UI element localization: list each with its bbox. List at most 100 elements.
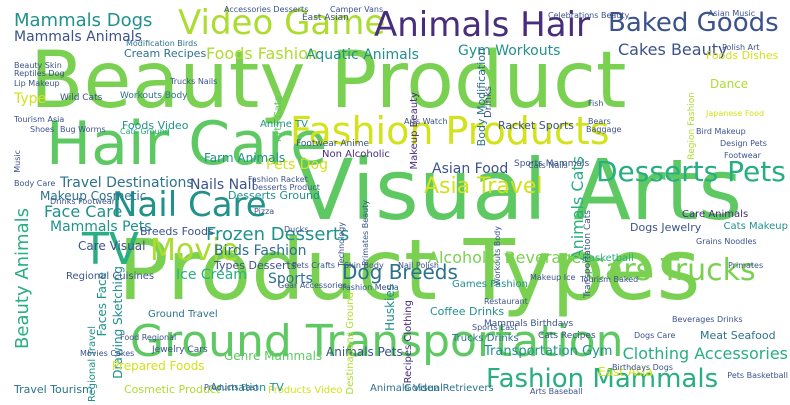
word-foods-fashion: Foods Fashion <box>206 44 319 63</box>
word-care-animals: Care Animals <box>682 209 749 220</box>
word-beauty-animals: Beauty Animals <box>12 208 33 349</box>
word-asian-food: Asian Food <box>432 161 509 177</box>
word-products-east: Products East <box>204 383 259 392</box>
word-desserts-ground: Desserts Ground <box>228 189 320 202</box>
word-cats-makeup: Cats Makeup <box>723 221 788 232</box>
word-sports-east: Sports East <box>472 323 518 332</box>
word-animals-visual: Animals Visual <box>370 383 443 394</box>
word-gym-workouts: Gym Workouts <box>458 43 561 59</box>
word-design-pets: Design Pets <box>720 139 767 148</box>
word-cats-recipes: Cats Recipes <box>538 331 596 341</box>
word-products-video: Products Video <box>268 385 343 396</box>
word-trucks-nails: Trucks Nails <box>170 77 218 86</box>
word-region-fashion: Region Fashion <box>687 92 697 160</box>
word-coffee-drinks: Coffee Drinks <box>430 305 505 318</box>
word-hair-care: Hair Care <box>46 109 328 179</box>
word-face-care: Face Care <box>44 202 123 221</box>
word-pets-dog: Pets Dog <box>266 157 329 173</box>
word-beauty-skin: Beauty Skin <box>14 61 62 70</box>
word-type: Type <box>14 91 47 107</box>
word-travel-destinations: Travel Destinations <box>60 175 194 191</box>
word-primates-beauty: Primates Beauty <box>361 200 370 266</box>
word-makeup-beauty: Makeup Beauty <box>409 92 420 170</box>
word-sports-mammals: Sports Mammals <box>514 159 590 169</box>
word-ice-cream: Ice Cream <box>176 267 247 283</box>
word-food-regional: Food Regional <box>120 333 177 342</box>
word-desserts-product: Desserts Product <box>252 183 320 192</box>
word-animals-pets: Animals Pets <box>326 345 403 359</box>
word-tv: TV <box>82 224 139 275</box>
word-anime-tv: Anime TV <box>260 119 308 130</box>
word-arts-watch: Arts Watch <box>404 117 448 126</box>
word-grains-noodles: Grains Noodles <box>696 237 757 246</box>
word-cakes-beauty: Cakes Beauty <box>618 40 728 59</box>
word-east-asia: East Asia <box>598 365 653 379</box>
word-types-desserts: Types Desserts <box>214 259 297 272</box>
word-jewelry-cars: Jewelry Cars <box>152 345 208 355</box>
word-bears: Bears <box>588 117 611 126</box>
word-celebrations-beauty: Celebrations Beauty <box>548 11 630 20</box>
word-skin-body: Skin Body <box>344 261 384 270</box>
word-transportation-gym: Transportation Gym <box>484 344 613 359</box>
word-dance: Dance <box>710 77 749 91</box>
word-nail-polish: Nail Polish <box>398 261 439 270</box>
word-racket-sports: Racket Sports <box>498 119 575 132</box>
word-nail-care: Nail Care <box>112 185 267 225</box>
word-nails-nail: Nails Nail <box>190 177 256 193</box>
word-arts-baseball: Arts Baseball <box>530 387 583 396</box>
word-mammals-animals: Mammals Animals <box>14 29 142 45</box>
word-mammals-dogs: Mammals Dogs <box>14 10 153 31</box>
word-birthdays-dogs: Birthdays Dogs <box>612 363 673 372</box>
word-fashion-racket: Fashion Racket <box>248 175 308 184</box>
word-makeup-ice: Makeup Ice <box>530 273 576 282</box>
word-prepared-foods: Prepared Foods <box>112 359 205 373</box>
word-tourism-baked: Tourism Baked <box>580 275 639 284</box>
word-cats-ground: Cats Ground <box>120 127 170 136</box>
word-transportation-cats: Transportation Cats <box>583 210 593 298</box>
word-meat-seafood: Meat Seafood <box>700 329 776 342</box>
word-footwear-anime: Footwear Anime <box>296 139 370 149</box>
word-gear-accessories: Gear Accessories <box>278 281 347 290</box>
word-non-alcoholic: Non Alcoholic <box>322 149 390 160</box>
word-dog-breeds: Dog Breeds <box>342 260 458 284</box>
word-arts-cats: Arts Cats <box>273 96 284 142</box>
word-regional-travel: Regional Travel <box>87 326 98 403</box>
word-ground-transportation: Ground Transportation <box>130 316 624 367</box>
word-shoes: Shoes <box>30 125 55 134</box>
word-trucks-drinks: Trucks Drinks <box>452 333 519 344</box>
word-workouts-body-2: Workouts Body <box>493 226 502 286</box>
word-games-fashion: Games Fashion <box>452 279 528 290</box>
word-bird-makeup: Bird Makeup <box>696 127 746 136</box>
word-cars-trucks: Cars Trucks <box>584 253 756 288</box>
word-fashion-mammals: Fashion Mammals <box>486 364 719 394</box>
word-technology: Technology <box>337 222 346 267</box>
word-alcoholic-beverages: Alcoholic Beverages <box>428 248 590 267</box>
word-bug-worms: Bug Worms <box>60 125 106 134</box>
word-japanese-food: Japanese Food <box>706 109 765 118</box>
word-asia-travel: Asia Travel <box>424 174 543 199</box>
word-footwear: Footwear <box>724 151 761 160</box>
word-beauty-product: Beauty Product <box>30 36 627 126</box>
word-dogs-jewelry: Dogs Jewelry <box>630 221 702 234</box>
word-tourism-asia: Tourism Asia <box>14 115 65 124</box>
word-movies-cakes: Movies Cakes <box>80 349 135 358</box>
word-makeup-cosmetic: Makeup Cosmetic <box>40 189 147 203</box>
word-drinks-footwear: Drinks Footwear <box>50 197 115 206</box>
word-aquatic-animals: Aquatic Animals <box>306 47 419 63</box>
word-workouts-body: Workouts Body <box>120 91 188 101</box>
word-travel-tourism: Travel Tourism <box>14 383 93 396</box>
word-sports: Sports <box>268 271 313 287</box>
word-modification-birds: Modification Birds <box>126 39 198 48</box>
word-animation-tv: Animation TV <box>210 381 284 394</box>
word-foods-video: Foods Video <box>122 119 189 132</box>
word-music: Music <box>13 150 22 173</box>
word-birds-fashion: Birds Fashion <box>214 243 307 259</box>
word-polish-art: Polish Art <box>722 43 760 52</box>
word-lip-makeup: Lip Makeup <box>14 79 60 88</box>
word-restaurant: Restaurant <box>484 297 528 306</box>
word-breeds-foods: Breeds Foods <box>140 225 214 238</box>
word-mammals-birthdays: Mammals Birthdays <box>484 319 574 329</box>
word-desserts-pets: Desserts Pets <box>596 155 786 188</box>
word-east-asian: East Asian <box>302 13 349 23</box>
